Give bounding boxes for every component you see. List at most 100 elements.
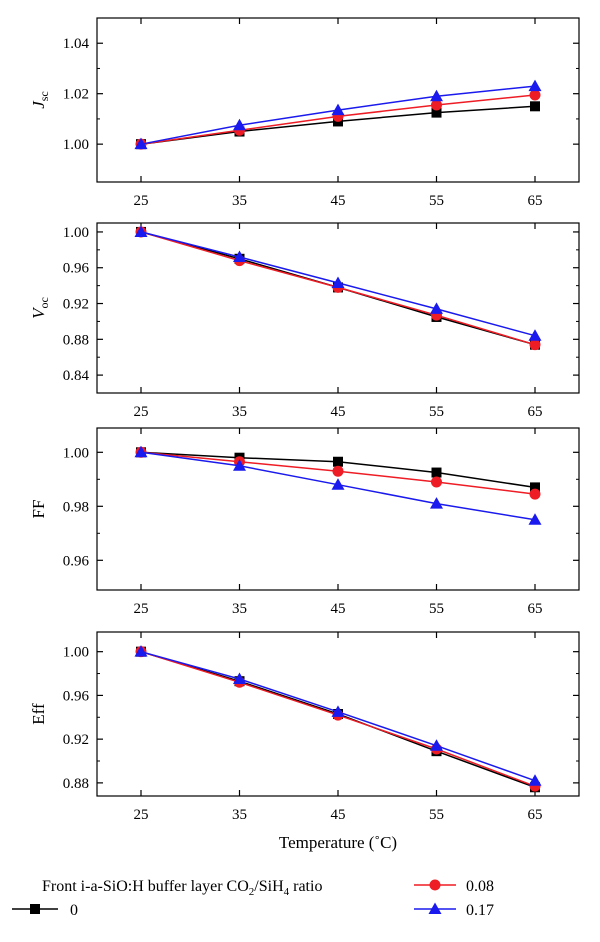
x-tick-label: 55 bbox=[429, 807, 444, 823]
legend-title-part: ratio bbox=[289, 878, 322, 895]
y-tick-label: 0.96 bbox=[63, 261, 90, 277]
series-point-0.17 bbox=[134, 445, 148, 458]
series-point-0.17 bbox=[331, 705, 345, 717]
y-tick-label: 0.84 bbox=[63, 368, 90, 384]
x-tick-label: 35 bbox=[232, 807, 247, 823]
series-point-0.08 bbox=[529, 339, 541, 351]
y-tick-label: 0.96 bbox=[63, 688, 90, 704]
legend-title-part: 4 bbox=[284, 886, 290, 898]
y-tick-label: 0.98 bbox=[63, 499, 89, 515]
series-point-0.17 bbox=[134, 645, 148, 657]
legend-marker bbox=[428, 902, 442, 914]
series-point-0.08 bbox=[332, 465, 344, 477]
series-point-0.17 bbox=[528, 513, 542, 525]
series-point-0.17 bbox=[233, 672, 246, 685]
series-point-0.17 bbox=[233, 250, 246, 262]
legend-title: Front i-a-SiO:H buffer layer CO2/SiH4 ra… bbox=[42, 878, 322, 898]
series-point-0 bbox=[431, 107, 442, 118]
series-point-0.17 bbox=[233, 459, 246, 471]
x-tick-label: 35 bbox=[232, 601, 247, 617]
y-axis-label: Eff bbox=[29, 703, 48, 725]
y-axis-label: Voc bbox=[29, 297, 51, 319]
plot-frame bbox=[96, 427, 580, 591]
x-tick-label: 35 bbox=[232, 193, 247, 209]
series-point-0.17 bbox=[528, 774, 542, 786]
series-point-0.17 bbox=[233, 118, 246, 131]
y-tick-label: 0.92 bbox=[63, 732, 89, 748]
series-point-0 bbox=[333, 456, 343, 467]
y-axis-label: FF bbox=[29, 500, 48, 519]
panel-2: 0.84 0.88 0.92 0.96 1.00 25 35 45 55 65 Voc bbox=[29, 222, 580, 420]
legend-entry-0.17: 0.17 bbox=[414, 902, 494, 919]
series-point-0.17 bbox=[331, 478, 345, 490]
y-axis-label: Jsc bbox=[29, 91, 51, 109]
x-tick-label: 55 bbox=[429, 404, 444, 420]
series-point-0.17 bbox=[430, 302, 443, 314]
plot-frame bbox=[96, 17, 580, 183]
y-axis-label-main: J bbox=[29, 100, 48, 109]
y-tick-label: 1.02 bbox=[63, 87, 89, 103]
series-point-0.17 bbox=[331, 276, 345, 288]
x-tick-label: 55 bbox=[429, 193, 444, 209]
x-axis-label: Temperature (˚C) bbox=[279, 833, 397, 852]
x-tick-label: 65 bbox=[528, 193, 543, 209]
panel-3: 0.96 0.98 1.00 25 35 45 55 65 FF bbox=[29, 427, 580, 617]
series-point-0.08 bbox=[431, 99, 442, 111]
y-tick-label: 0.96 bbox=[63, 553, 90, 569]
series-point-0.17 bbox=[331, 103, 345, 116]
legend-title-part: 2 bbox=[249, 886, 255, 898]
y-tick-label: 1.00 bbox=[63, 137, 89, 153]
series-point-0.17 bbox=[134, 225, 148, 237]
legend-title-part: Front i-a-SiO:H buffer layer CO bbox=[42, 878, 249, 895]
y-tick-label: 1.00 bbox=[63, 645, 89, 661]
series-point-0.08 bbox=[529, 89, 541, 101]
y-axis-label-sub: sc bbox=[37, 91, 51, 101]
y-tick-label: 0.92 bbox=[63, 297, 89, 313]
series-point-0 bbox=[431, 467, 442, 478]
series-point-0.08 bbox=[431, 476, 442, 488]
x-tick-label: 45 bbox=[331, 193, 346, 209]
series-point-0.08 bbox=[529, 488, 541, 500]
legend-title-part: /SiH bbox=[254, 878, 284, 895]
panel-1: 1.00 1.02 1.04 25 35 45 55 65 Jsc bbox=[29, 17, 580, 209]
x-tick-label: 65 bbox=[528, 601, 543, 617]
y-axis-label-main: V bbox=[29, 306, 48, 319]
legend-entry-0.08: 0.08 bbox=[414, 878, 494, 895]
series-point-0 bbox=[530, 101, 540, 112]
x-tick-label: 65 bbox=[528, 404, 543, 420]
x-tick-label: 35 bbox=[232, 404, 247, 420]
series-point-0.17 bbox=[430, 497, 443, 509]
x-tick-label: 25 bbox=[134, 601, 149, 617]
y-tick-label: 1.04 bbox=[63, 36, 90, 52]
legend-label: 0 bbox=[70, 902, 78, 919]
series-point-0.17 bbox=[134, 137, 148, 150]
x-tick-label: 25 bbox=[134, 404, 149, 420]
x-tick-label: 45 bbox=[331, 601, 346, 617]
legend-label: 0.08 bbox=[466, 878, 494, 895]
y-tick-label: 1.00 bbox=[63, 225, 89, 241]
x-tick-label: 45 bbox=[331, 807, 346, 823]
series-point-0 bbox=[530, 482, 540, 493]
series-point-0.17 bbox=[528, 329, 542, 341]
series-point-0.17 bbox=[528, 79, 542, 92]
y-axis-label-sub: oc bbox=[37, 297, 51, 308]
series-point-0.17 bbox=[430, 739, 443, 751]
legend-marker bbox=[30, 904, 40, 914]
legend-entry-0: 0 bbox=[12, 902, 78, 919]
legend-label: 0.17 bbox=[466, 902, 494, 919]
y-axis-label-main: Eff bbox=[29, 703, 48, 725]
panel-4: 0.88 0.92 0.96 1.00 25 35 45 55 65 Eff bbox=[29, 631, 580, 823]
plot-frame bbox=[96, 222, 580, 394]
x-tick-label: 25 bbox=[134, 193, 149, 209]
y-tick-label: 0.88 bbox=[63, 332, 89, 348]
y-tick-label: 0.88 bbox=[63, 776, 89, 792]
x-tick-label: 25 bbox=[134, 807, 149, 823]
y-tick-label: 1.00 bbox=[63, 445, 89, 461]
series-point-0.17 bbox=[430, 89, 443, 102]
x-tick-label: 55 bbox=[429, 601, 444, 617]
x-tick-label: 45 bbox=[331, 404, 346, 420]
legend-marker bbox=[429, 879, 441, 891]
x-tick-label: 65 bbox=[528, 807, 543, 823]
y-axis-label-main: FF bbox=[29, 500, 48, 519]
